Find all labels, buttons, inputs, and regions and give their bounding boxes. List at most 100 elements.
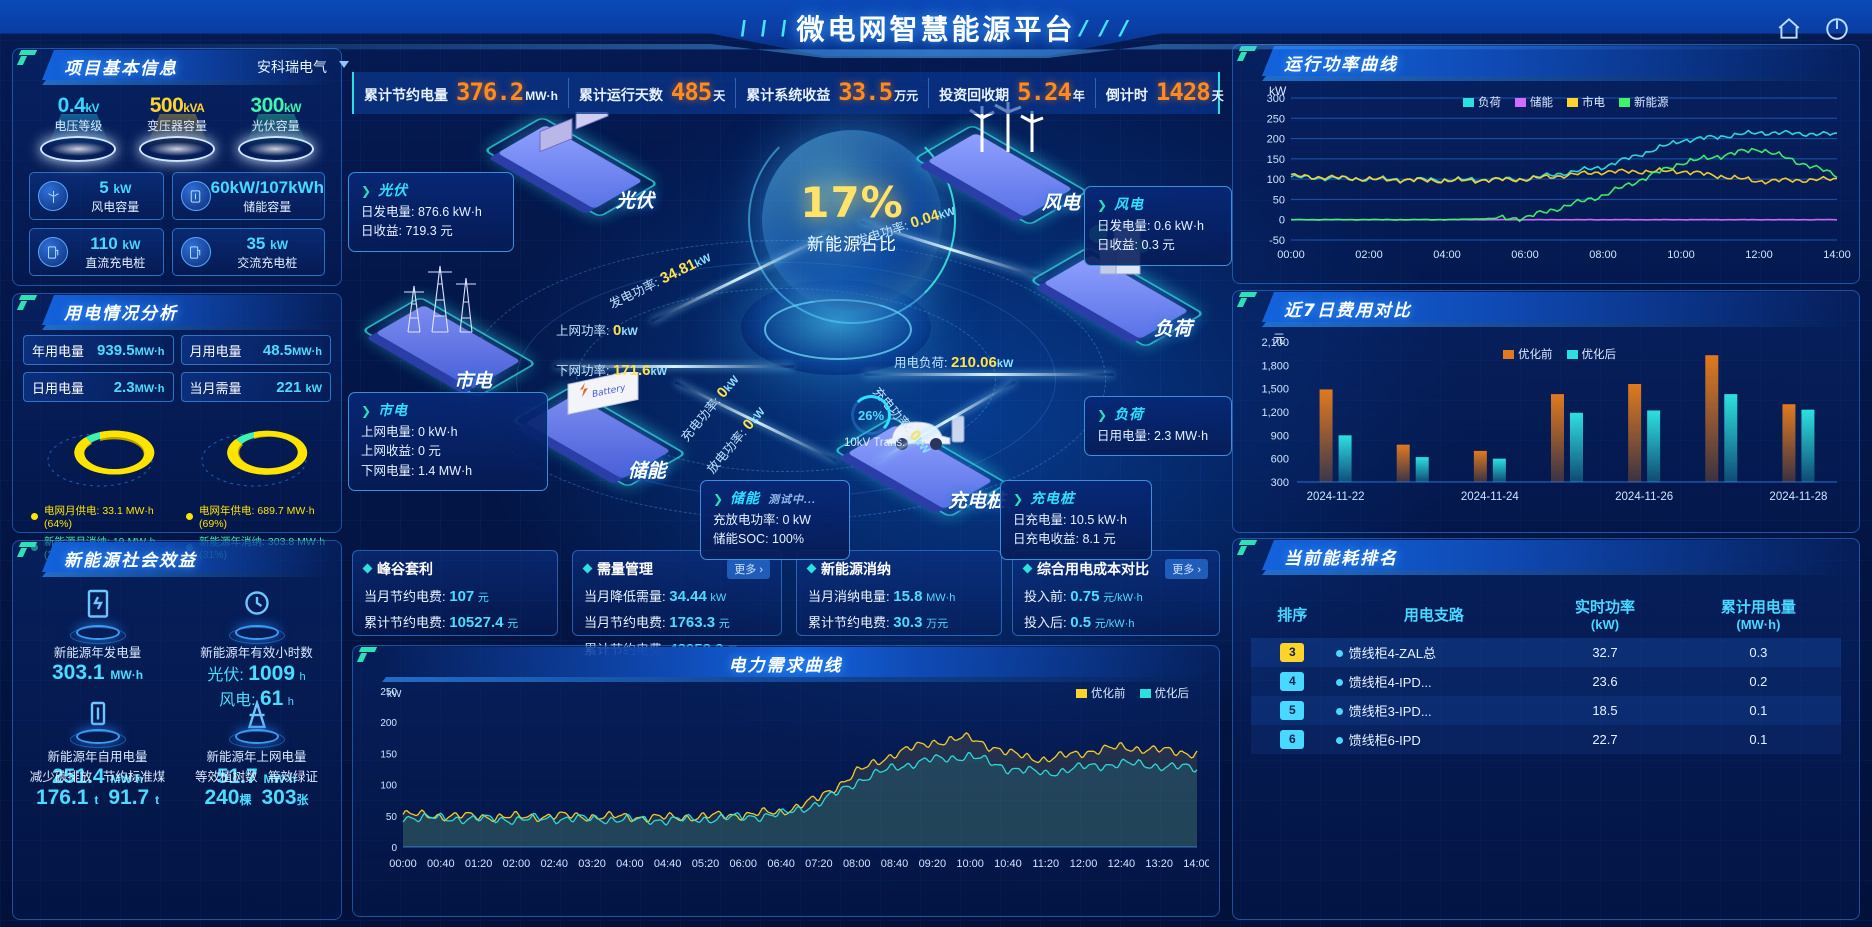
social-value: 303.1 xyxy=(51,661,105,684)
social-item-tree: 等效植树数 等效绿证 240棵 303张 xyxy=(182,766,331,824)
usage-label: 当月需量 xyxy=(189,380,242,396)
svg-text:50: 50 xyxy=(386,812,398,823)
stat-card-title: 峰谷套利 xyxy=(364,559,433,579)
table-row[interactable]: 5 馈线柜3-IPD... 18.5 0.1 xyxy=(1251,696,1841,725)
stat-row-label: 当月降低需量: xyxy=(584,589,666,604)
info-box-pv: 光伏 日发电量: 876.6 kW·h 日收益: 719.3 元 xyxy=(348,172,514,252)
social-item-feed-in: 新能源年上网电量 51.7 MW·h xyxy=(182,700,331,788)
kpi-value: 485 xyxy=(670,78,712,106)
wind-turbine-icon xyxy=(38,181,68,211)
chevron-down-icon xyxy=(339,61,349,73)
svg-text:50: 50 xyxy=(1273,194,1285,206)
social-value: 176.1 xyxy=(35,786,89,809)
more-button[interactable]: 更多 › xyxy=(727,559,770,579)
stat-row-label: 投入后: xyxy=(1024,615,1067,631)
social-unit: 棵 xyxy=(239,793,252,807)
panel-demand-curve: 电力需求曲线 优化前 优化后 kW 250 200 150 100 50 0 00:00 00:… xyxy=(352,645,1220,917)
panel-corner-icon xyxy=(1240,292,1258,308)
panel-corner-icon xyxy=(20,295,38,311)
capacity-disc-icon xyxy=(237,136,314,162)
info-box-title: 光伏 xyxy=(361,180,501,200)
cell-unit: kW xyxy=(122,237,141,252)
node-pv[interactable]: 光伏 xyxy=(483,112,659,218)
info-box-row: 日发电量: 876.6 kW·h xyxy=(361,205,482,219)
node-grid[interactable]: 市电 xyxy=(361,265,537,398)
stat-row-value: 30.3 xyxy=(893,614,923,632)
capacity-label: 光伏容量 xyxy=(251,119,300,133)
node-load[interactable]: 负荷 xyxy=(1029,221,1205,348)
rank-badge: 5 xyxy=(1280,701,1305,720)
kpi-label: 倒计时 xyxy=(1105,87,1148,103)
info-box-row: 上网收益: 0 元 xyxy=(361,444,441,459)
node-wind[interactable]: 风电 xyxy=(913,102,1089,226)
social-label: 新能源年自用电量 xyxy=(47,750,148,764)
info-box-badge: 测试中... xyxy=(768,494,817,506)
stat-row-unit: 万元 xyxy=(926,618,949,631)
kpi-item: 累计运行天数 485 天 xyxy=(567,78,735,108)
stat-card-new-energy-consume: 新能源消纳 当月消纳电量: 15.8 MW·h 累计节约电费: 30.3 万元 xyxy=(796,550,1002,636)
cell-label: 直流充电桩 xyxy=(85,255,146,270)
social-item-carbon: 减少碳排放 节约标准煤 176.1 t 91.7 t xyxy=(23,766,172,824)
svg-text:02:00: 02:00 xyxy=(1355,249,1383,261)
node-storage[interactable]: Battery 储能 xyxy=(511,372,687,488)
clock-icon xyxy=(244,591,269,615)
table-row[interactable]: 4 馈线柜4-IPD... 23.6 0.2 xyxy=(1251,667,1841,696)
stat-card-title: 综合用电成本对比 xyxy=(1024,559,1149,579)
legend-entry: 市电 xyxy=(1582,97,1605,109)
svg-text:14:00: 14:00 xyxy=(1183,858,1209,870)
charger-icon xyxy=(180,237,211,267)
info-box-charger: 充电桩 日充电量: 10.5 kW·h 日充电收益: 8.1 元 xyxy=(1000,480,1152,560)
node-label-pv: 光伏 xyxy=(616,191,655,212)
demand-chart-legend: 优化前 优化后 xyxy=(1076,685,1189,701)
col-label: 实时功率 xyxy=(1574,599,1635,616)
kpi-item: 倒计时 1428 天 xyxy=(1094,78,1234,108)
cost-chart-legend: 优化前 优化后 xyxy=(1503,346,1616,362)
panel-title: 新能源社会效益 xyxy=(64,551,197,571)
table-row[interactable]: 3 馈线柜4-ZAL总 32.7 0.3 xyxy=(1251,638,1841,667)
svg-text:300: 300 xyxy=(1271,477,1289,489)
branch-name: 馈线柜4-ZAL总 xyxy=(1348,646,1436,661)
svg-text:0: 0 xyxy=(391,843,397,854)
info-box-row: 日收益: 0.3 元 xyxy=(1097,238,1175,253)
svg-text:150: 150 xyxy=(1267,154,1285,166)
panel-corner-icon xyxy=(20,542,38,558)
legend-entry: 储能 xyxy=(1530,97,1553,109)
kpi-label: 累计运行天数 xyxy=(578,87,663,103)
node-label-load: 负荷 xyxy=(1154,319,1193,340)
usage-cell: 月用电量 48.5MW·h xyxy=(180,335,331,365)
capacity-voltage: 0.4kV 电压等级 xyxy=(29,94,128,162)
kpi-value: 5.24 xyxy=(1017,78,1072,106)
kpi-item: 累计系统收益 33.5 万元 xyxy=(735,78,928,108)
project-select[interactable]: 安科瑞电气 xyxy=(257,57,349,77)
capacity-cell-dc-charger: 110 kW 直流充电桩 xyxy=(29,228,164,276)
capacity-unit: kV xyxy=(85,101,100,115)
new-energy-ratio-label: 新能源占比 xyxy=(807,235,897,254)
info-box-row: 日充电量: 10.5 kW·h xyxy=(1013,513,1127,527)
panel-usage-analysis: 用电情况分析 年用电量 939.5MW·h 月用电量 48.5MW·h 日用电量… xyxy=(12,293,342,561)
flow-label-load: 用电负荷: 210.06kW xyxy=(894,352,1013,371)
more-button[interactable]: 更多 › xyxy=(1165,559,1208,579)
legend-entry: 负荷 xyxy=(1478,97,1501,109)
cell-value: 60kW/107kWh xyxy=(210,177,324,197)
home-icon[interactable] xyxy=(1776,16,1802,47)
capacity-value: 500 xyxy=(149,94,184,117)
stat-row-label: 当月消纳电量: xyxy=(808,589,890,604)
social-label: 节约标准煤 xyxy=(102,770,166,784)
flow-label-text: 用电负荷: xyxy=(894,356,948,370)
power-icon[interactable] xyxy=(1824,16,1850,47)
legend-entry: 优化后 xyxy=(1154,688,1190,700)
donut-year xyxy=(194,410,314,499)
col-label: 用电支路 xyxy=(1403,606,1464,624)
social-label: 等效植树数 xyxy=(195,770,258,784)
table-row[interactable]: 6 馈线柜6-IPD 22.7 0.1 xyxy=(1251,725,1841,754)
kpi-unit: 万元 xyxy=(894,89,919,103)
svg-text:100: 100 xyxy=(380,781,397,792)
stat-card-cost-compare: 综合用电成本对比 更多 › 投入前: 0.75 元/kW·h 投入后: 0.5 … xyxy=(1012,550,1220,636)
donut-month xyxy=(40,410,160,499)
svg-text:06:00: 06:00 xyxy=(730,858,758,870)
social-label: 等效绿证 xyxy=(267,770,318,784)
info-box-title: 充电桩 xyxy=(1013,488,1139,508)
capacity-label: 电压等级 xyxy=(54,119,103,133)
stat-row-value: 10527.4 xyxy=(449,614,504,632)
node-label-grid: 市电 xyxy=(454,371,493,392)
